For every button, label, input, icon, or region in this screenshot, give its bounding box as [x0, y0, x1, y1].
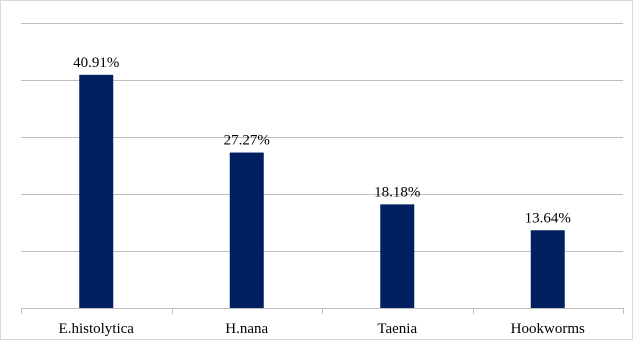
bar-hookworms: [530, 230, 565, 308]
data-label: 27.27%: [224, 133, 270, 149]
x-tick-label: H.nana: [225, 321, 268, 337]
data-label: 13.64%: [525, 210, 571, 226]
x-tick-label: Hookworms: [511, 321, 585, 337]
bar-e-histolytica: [79, 74, 114, 308]
data-labels: 40.91% 27.27% 18.18% 13.64%: [73, 55, 571, 226]
data-label: 40.91%: [73, 55, 119, 71]
x-axis: E.histolytica H.nana Taenia Hookworms: [21, 308, 624, 337]
gridlines: [21, 23, 623, 252]
bar-taenia: [380, 204, 415, 308]
x-tick-label: Taenia: [377, 321, 417, 337]
x-tick-label: E.histolytica: [59, 321, 135, 337]
bars: [79, 74, 565, 308]
bar-h-nana: [229, 152, 264, 308]
data-label: 18.18%: [374, 184, 420, 200]
